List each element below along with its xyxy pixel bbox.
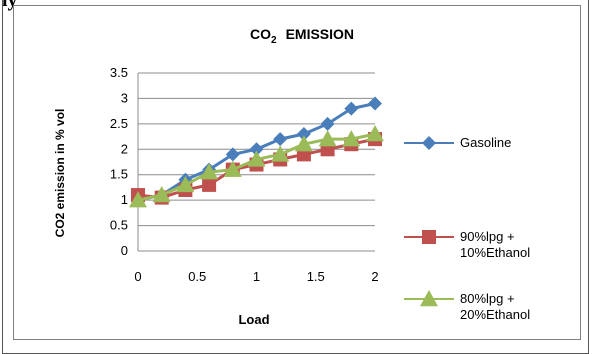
legend-item: 90%lpg +10%Ethanol	[404, 229, 530, 260]
diamond-marker	[320, 116, 335, 131]
series-triangle	[129, 125, 384, 208]
y-tick-label: 1	[121, 192, 128, 207]
x-tick-label: 0	[134, 269, 141, 284]
legend: Gasoline 90%lpg +10%Ethanol 80%lpg +20%Eth…	[404, 135, 530, 322]
chart-title: CO2 EMISSION	[250, 26, 354, 46]
triangle-marker	[271, 145, 290, 162]
series-layer	[129, 96, 384, 208]
y-tick-label: 3	[121, 90, 128, 105]
y-tick-label: 0.5	[110, 218, 128, 233]
triangle-marker	[247, 150, 266, 167]
chart-title-subscript: 2	[271, 35, 277, 46]
triangle-marker	[342, 130, 361, 147]
x-axis-label: Load	[238, 312, 269, 327]
y-tick-label: 2	[121, 141, 128, 156]
legend-marker	[422, 230, 436, 244]
y-tick-label: 2.5	[110, 116, 128, 131]
axis-layer: 0 0.5 1 1.5 2 2.5 3 3.5 0 0.5 1 1.5 2	[110, 65, 379, 284]
chart-title-main: CO	[250, 26, 271, 42]
triangle-marker	[366, 125, 384, 142]
triangle-marker	[176, 175, 195, 193]
legend-label: Gasoline	[460, 135, 511, 150]
x-tick-label: 1.5	[307, 269, 325, 284]
diamond-marker	[344, 101, 359, 116]
legend-label: 80%lpg +	[460, 291, 515, 306]
triangle-marker	[129, 191, 147, 208]
chart-title-rest: EMISSION	[286, 26, 354, 42]
frame-border-right	[588, 0, 589, 354]
diamond-marker	[368, 96, 382, 111]
triangle-marker	[223, 160, 242, 177]
y-tick-label: 3.5	[110, 65, 128, 80]
clipped-text-label: ly	[2, 0, 18, 11]
legend-label: 90%lpg +	[460, 229, 515, 244]
legend-marker	[420, 290, 438, 307]
legend-label: 10%Ethanol	[460, 245, 530, 260]
legend-item: Gasoline	[404, 135, 511, 150]
x-tick-label: 0.5	[188, 269, 206, 284]
chart-svg: CO2 EMISSION 00.511.522.533.50 0.5 1 1.5 2 Ga…	[53, 26, 530, 327]
x-tick-label: 2	[371, 269, 378, 284]
triangle-marker	[318, 130, 337, 147]
y-axis-label: CO2 emission in % vol	[53, 109, 67, 238]
clipped-text: ly	[0, 0, 28, 16]
diamond-marker	[225, 147, 240, 162]
frame-border-left	[2, 0, 3, 354]
triangle-marker	[294, 135, 313, 152]
legend-item: 80%lpg +20%Ethanol	[404, 290, 530, 322]
triangle-marker	[152, 186, 171, 203]
triangle-marker	[200, 163, 219, 180]
diamond-marker	[273, 132, 288, 147]
square-marker	[202, 177, 217, 192]
x-tick-label: 1	[253, 269, 260, 284]
legend-marker	[422, 136, 436, 150]
chart-area: CO2 EMISSION 0 0.5 1 1.5 2 2.5 3 3.5 0 0.5 1 1.5 2 Ga…	[13, 5, 581, 340]
diamond-marker	[249, 142, 264, 157]
legend-label: 20%Ethanol	[460, 307, 530, 322]
y-tick-label: 1.5	[110, 167, 128, 182]
y-tick-label: 0	[121, 243, 128, 258]
